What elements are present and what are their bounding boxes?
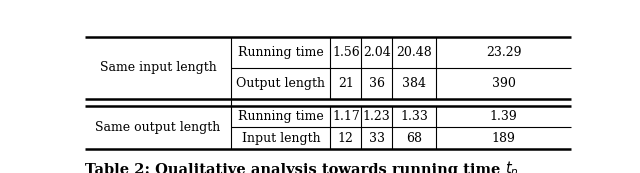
Text: 2.04: 2.04 (363, 46, 390, 59)
Text: 68: 68 (406, 132, 422, 145)
Text: Table 2: Qualitative analysis towards running time: Table 2: Qualitative analysis towards ru… (85, 163, 506, 173)
Text: 1.23: 1.23 (363, 110, 390, 123)
Text: 12: 12 (338, 132, 354, 145)
Text: 20.48: 20.48 (396, 46, 432, 59)
Text: $t_p$: $t_p$ (506, 160, 519, 173)
Text: 1.33: 1.33 (400, 110, 428, 123)
Text: 1.56: 1.56 (332, 46, 360, 59)
Text: Output length: Output length (236, 77, 325, 90)
Text: 36: 36 (369, 77, 385, 90)
Text: Same output length: Same output length (95, 121, 221, 134)
Text: Input length: Input length (241, 132, 320, 145)
Text: 21: 21 (338, 77, 354, 90)
Text: 189: 189 (492, 132, 516, 145)
Text: 33: 33 (369, 132, 385, 145)
Text: Running time: Running time (238, 110, 324, 123)
Text: 390: 390 (492, 77, 516, 90)
Text: 1.17: 1.17 (332, 110, 360, 123)
Text: Running time: Running time (238, 46, 324, 59)
Text: 1.39: 1.39 (490, 110, 518, 123)
Text: 23.29: 23.29 (486, 46, 522, 59)
Text: 384: 384 (402, 77, 426, 90)
Text: Same input length: Same input length (100, 61, 216, 74)
